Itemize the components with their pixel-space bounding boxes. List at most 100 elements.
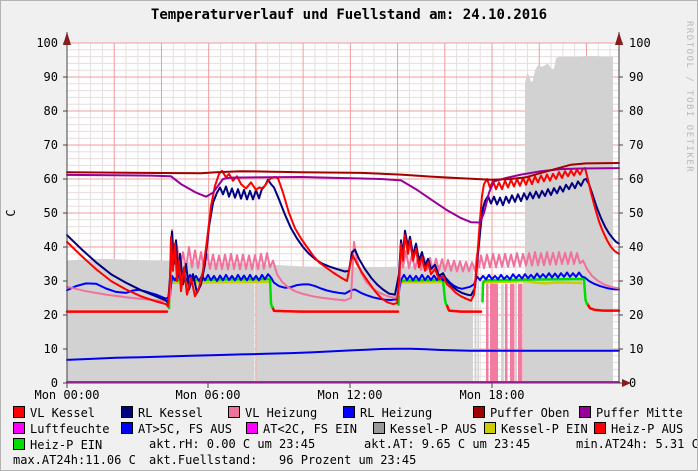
- frost-protection-bar: [490, 283, 498, 383]
- legend-swatch: [343, 406, 355, 418]
- series-heiz-p-aus: [271, 305, 400, 313]
- legend-label: Heiz-P EIN: [30, 438, 103, 452]
- legend-item: RL Kessel: [121, 406, 203, 419]
- y-tick-label: 90: [44, 70, 58, 84]
- legend-swatch: [13, 438, 25, 450]
- legend-swatch: [579, 406, 591, 418]
- series-kessel-p-ein: [482, 279, 583, 285]
- x-tick-label: Mon 18:00: [459, 388, 524, 402]
- legend-item: VL Kessel: [13, 406, 95, 419]
- fuellstand-area: [67, 258, 255, 383]
- y-tick-label: 70: [629, 138, 643, 152]
- y-tick-label: 0: [629, 376, 636, 390]
- y-tick-label: 60: [44, 172, 58, 186]
- legend-label: VL Kessel: [30, 406, 96, 420]
- y-tick-label: 20: [629, 308, 643, 322]
- legend-label: Luftfeuchte: [30, 422, 110, 436]
- legend-swatch: [13, 422, 25, 434]
- legend-item: Heiz-P EIN: [13, 438, 102, 451]
- legend-label: RL Heizung: [360, 406, 433, 420]
- status-text: max.AT24h:11.06 C: [13, 454, 136, 466]
- legend-item: RL Heizung: [343, 406, 432, 419]
- legend-item: Puffer Mitte: [579, 406, 683, 419]
- legend-label: VL Heizung: [245, 406, 318, 420]
- legend-item: AT>5C, FS AUS: [121, 422, 232, 435]
- legend-swatch: [121, 406, 133, 418]
- status-text: akt.rH: 0.00 C um 23:45: [149, 438, 315, 450]
- y-tick-label: 50: [44, 206, 58, 220]
- legend-label: Puffer Mitte: [596, 406, 683, 420]
- x-tick-label: Mon 06:00: [175, 388, 240, 402]
- fuellstand-area-strip: [477, 267, 479, 383]
- series-at-aussentemperatur-: [66, 347, 620, 361]
- y-tick-label: 10: [629, 342, 643, 356]
- legend-swatch: [373, 422, 385, 434]
- chart-title: Temperaturverlauf und Fuellstand am: 24.…: [150, 7, 548, 23]
- rrdtool-watermark: RRDTOOL / TOBI OETIKER: [684, 21, 694, 174]
- fuellstand-area-strip: [515, 282, 517, 383]
- x-axis-arrow: [622, 379, 631, 387]
- legend-swatch: [594, 422, 606, 434]
- legend-label: Heiz-P AUS: [611, 422, 684, 436]
- y-tick-label: 90: [629, 70, 643, 84]
- status-text: min.AT24h: 5.31 C: [576, 437, 698, 451]
- legend-label: min.AT24h: 5.31 C: [576, 437, 698, 451]
- y-axis-arrow: [63, 32, 71, 45]
- legend-swatch: [121, 422, 133, 434]
- x-tick-label: Mon 12:00: [317, 388, 382, 402]
- series-puffer-oben: [66, 162, 620, 181]
- legend-label: akt.Fuellstand: 96 Prozent um 23:45: [149, 453, 417, 467]
- y-tick-label: 10: [44, 342, 58, 356]
- fuellstand-area-strip: [501, 284, 504, 383]
- legend-label: Kessel-P AUS: [390, 422, 477, 436]
- legend-item: Kessel-P AUS: [373, 422, 477, 435]
- y-tick-label: 30: [629, 274, 643, 288]
- status-text: akt.AT: 9.65 C um 23:45: [364, 438, 530, 450]
- legend-label: Kessel-P EIN: [501, 422, 588, 436]
- legend-label: max.AT24h:11.06 C: [13, 453, 136, 467]
- legend-label: akt.AT: 9.65 C um 23:45: [364, 437, 531, 451]
- y-axis-title: C: [4, 209, 18, 216]
- y-tick-label: 20: [44, 308, 58, 322]
- series-heiz-p-aus: [586, 302, 621, 312]
- y-tick-label: 100: [36, 36, 58, 50]
- y-tick-label: 80: [44, 104, 58, 118]
- frost-protection-bar: [518, 283, 523, 383]
- series-puffer-mitte: [66, 167, 620, 224]
- legend-label: RL Kessel: [138, 406, 204, 420]
- legend-swatch: [473, 406, 485, 418]
- fuellstand-area-strip: [523, 277, 525, 383]
- frost-protection-bar: [486, 283, 489, 383]
- frost-protection-bar: [505, 283, 508, 383]
- y-tick-label: 60: [629, 172, 643, 186]
- legend-item: Puffer Oben: [473, 406, 569, 419]
- y-tick-label: 70: [44, 138, 58, 152]
- y-tick-label: 50: [629, 206, 643, 220]
- y-tick-label: 80: [629, 104, 643, 118]
- legend-label: Puffer Oben: [490, 406, 570, 420]
- series-heiz-p-aus: [445, 304, 483, 313]
- y-axis-arrow: [615, 32, 623, 45]
- legend-swatch: [484, 422, 496, 434]
- temperature-chart: 0 0 10 10 20 20 30 30 40 40 50 50 60 60 70 70 80 80 90 90 10…: [4, 32, 651, 402]
- y-tick-label: 40: [629, 240, 643, 254]
- y-tick-label: 40: [44, 240, 58, 254]
- legend-label: AT<2C, FS EIN: [263, 422, 357, 436]
- legend-item: Kessel-P EIN: [484, 422, 588, 435]
- x-tick-label: Mon 00:00: [34, 388, 99, 402]
- legend-label: akt.rH: 0.00 C um 23:45: [149, 437, 316, 451]
- y-tick-label: 30: [44, 274, 58, 288]
- legend-item: VL Heizung: [228, 406, 317, 419]
- legend-swatch: [13, 406, 25, 418]
- y-tick-label: 0: [51, 376, 58, 390]
- frost-protection-bar: [510, 283, 515, 383]
- legend-item: Luftfeuchte: [13, 422, 109, 435]
- legend-item: Heiz-P AUS: [594, 422, 683, 435]
- series-heiz-p-ein: [481, 277, 589, 306]
- fuellstand-area-strip: [474, 267, 477, 383]
- series-vl-heizung: [66, 229, 620, 303]
- fuellstand-area: [525, 55, 613, 384]
- legend-swatch: [246, 422, 258, 434]
- legend-item: AT<2C, FS EIN: [246, 422, 357, 435]
